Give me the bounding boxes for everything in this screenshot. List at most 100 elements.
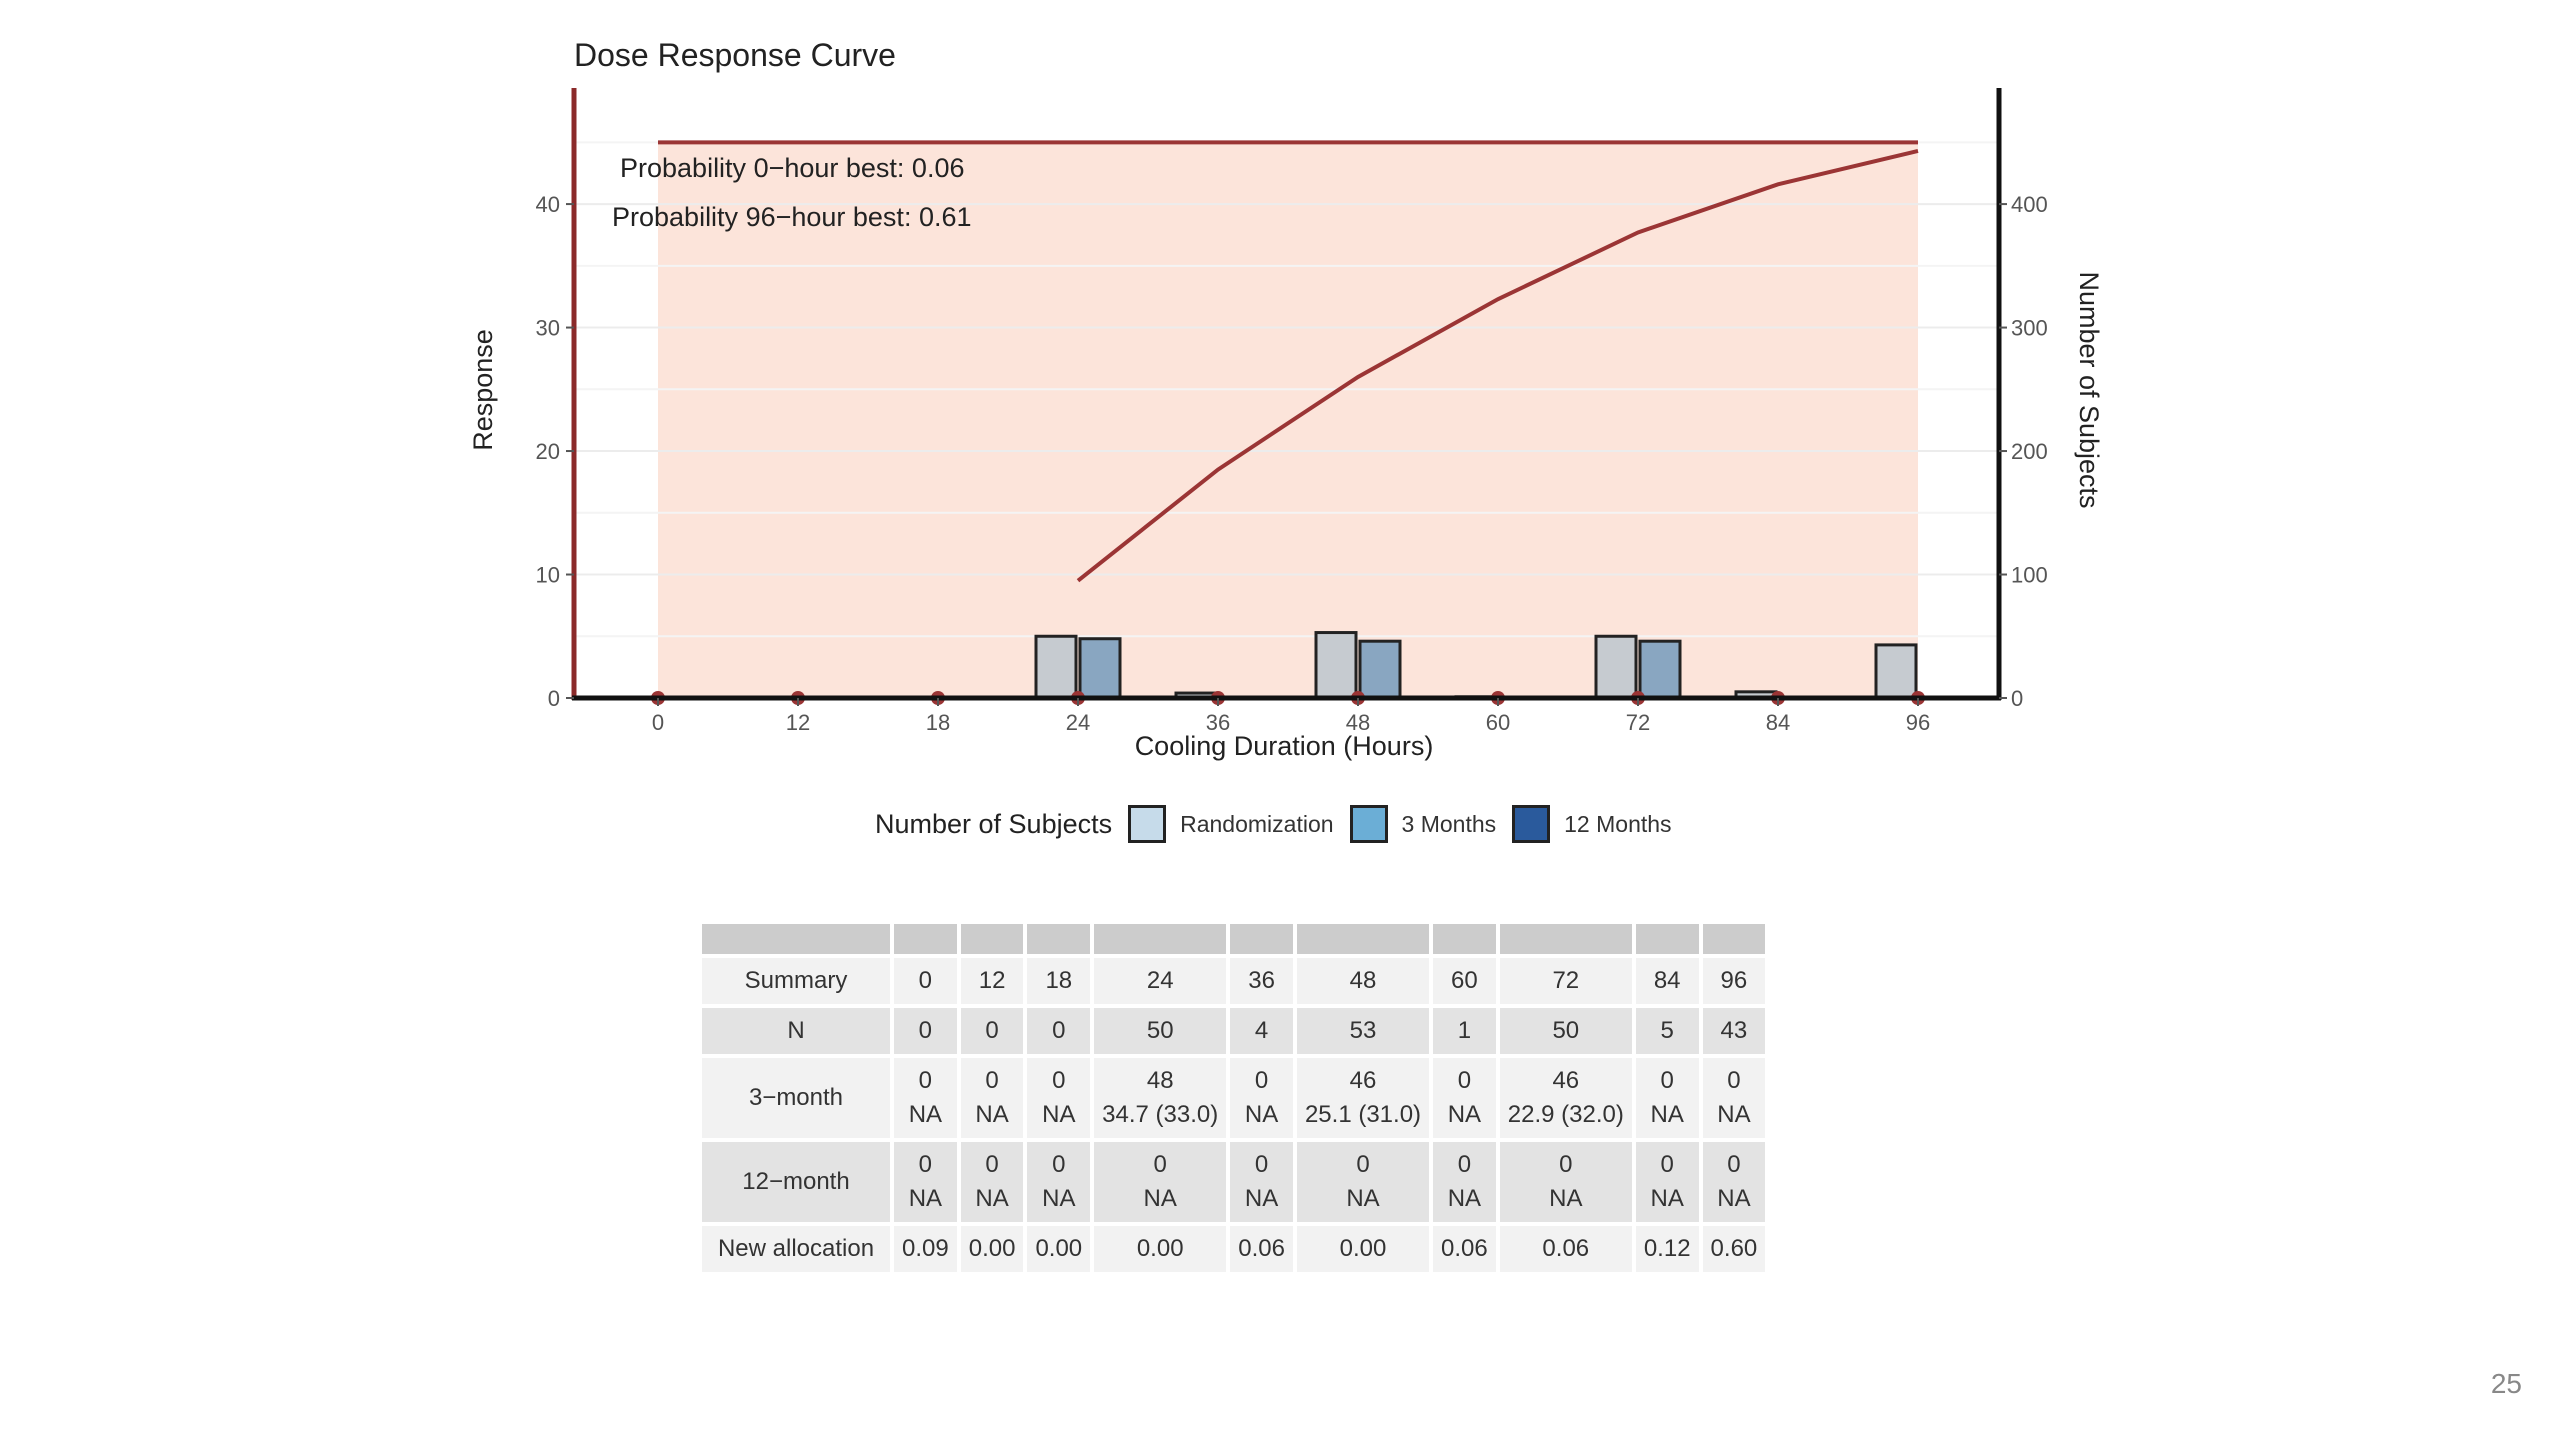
table-cell: 50 bbox=[1499, 1008, 1632, 1054]
summary-table: Summary 0 12 18 24 36 48 60 72 84 96 N 0 0 0 50 4 53 1 50 5 4… bbox=[698, 920, 1769, 1276]
table-row: New allocation 0.09 0.00 0.00 0.00 0.06 0.00 0.… bbox=[702, 1226, 1766, 1272]
table-cell: 0 NA bbox=[1230, 1142, 1293, 1222]
table-cell: 53 bbox=[1296, 1008, 1430, 1054]
x-tick-label-48: 48 bbox=[1346, 710, 1370, 735]
bars bbox=[1034, 631, 1918, 700]
cell-line: 0.00 bbox=[968, 1235, 1016, 1262]
cell-line: NA bbox=[908, 1185, 943, 1212]
cell-line: NA bbox=[1244, 1185, 1279, 1212]
table-cell: 43 bbox=[1702, 1008, 1766, 1054]
cell-line: 0.06 bbox=[1542, 1235, 1590, 1262]
table-cell: 46 25.1 (31.0) bbox=[1296, 1058, 1430, 1138]
dose-header-cell: 24 bbox=[1094, 958, 1227, 1004]
header-cell bbox=[1027, 924, 1091, 954]
cell-line: 0.00 bbox=[1339, 1235, 1387, 1262]
bar-randomization-48 bbox=[1314, 631, 1358, 700]
dose-header-cell: 18 bbox=[1027, 958, 1091, 1004]
table-cell: 0 NA bbox=[894, 1142, 957, 1222]
table-cell: 0 NA bbox=[1296, 1142, 1430, 1222]
y-tick-label-30: 30 bbox=[536, 316, 560, 341]
cell-line: NA bbox=[1244, 1101, 1279, 1128]
cell-line: 48 bbox=[1146, 1067, 1174, 1094]
table-cell: 0 NA bbox=[894, 1058, 957, 1138]
y2-tick-label-200: 200 bbox=[2011, 439, 2048, 464]
table-cell: 0 bbox=[960, 1008, 1024, 1054]
cell-line: 0 bbox=[1153, 1151, 1167, 1178]
bar-randomization-24 bbox=[1034, 634, 1078, 700]
dose-response-chart: Dose Response Curve 0 10 20 30 40 0 100 200 300… bbox=[468, 37, 2104, 761]
legend-label-3-months: 3 Months bbox=[1401, 810, 1497, 837]
y2-axis-label: Number of Subjects bbox=[2074, 271, 2104, 508]
legend: Number of Subjects Randomization 3 Month… bbox=[875, 802, 1688, 846]
dose-header-cell: 12 bbox=[960, 958, 1024, 1004]
cell-line: NA bbox=[1717, 1185, 1751, 1212]
cell-line: 25.1 (31.0) bbox=[1304, 1101, 1422, 1128]
table-cell: 48 34.7 (33.0) bbox=[1094, 1058, 1227, 1138]
legend-label-randomization: Randomization bbox=[1180, 810, 1334, 837]
cell-line: 0 bbox=[1660, 1151, 1674, 1178]
cell-line: 50 bbox=[1146, 1017, 1174, 1044]
cell-line: 43 bbox=[1720, 1017, 1748, 1044]
cell-line: 46 bbox=[1552, 1067, 1580, 1094]
cell-line: NA bbox=[1549, 1185, 1583, 1212]
table-row: 3−month 0 NA 0 NA 0 NA 48 34.7 (33.0) 0 NA 46 25.1 (… bbox=[702, 1058, 1766, 1138]
header-cell bbox=[1702, 924, 1766, 954]
table-cell: 5 bbox=[1635, 1008, 1699, 1054]
table-cell: 0.60 bbox=[1702, 1226, 1766, 1272]
table-cell: 0 NA bbox=[960, 1058, 1024, 1138]
y2-tick-label-0: 0 bbox=[2011, 686, 2023, 711]
dose-header-cell: 36 bbox=[1230, 958, 1293, 1004]
legend-key-3-months bbox=[1349, 805, 1388, 843]
cell-line: 0 bbox=[1727, 1067, 1741, 1094]
cell-line: 50 bbox=[1552, 1017, 1580, 1044]
cell-line: 0 bbox=[1254, 1151, 1269, 1178]
response-line bbox=[1076, 149, 1919, 583]
table-row: 12−month 0 NA 0 NA 0 NA 0 NA 0 NA 0 NA 0 NA 0 NA 0 NA 0 NA bbox=[702, 1142, 1766, 1222]
cell-line: 0.60 bbox=[1710, 1235, 1758, 1262]
header-cell bbox=[1230, 924, 1293, 954]
header-cell bbox=[1094, 924, 1227, 954]
cell-line: 0.09 bbox=[902, 1235, 949, 1262]
table-row-summary: Summary 0 12 18 24 36 48 60 72 84 96 bbox=[702, 958, 1766, 1004]
legend-key-randomization bbox=[1128, 805, 1167, 843]
table-header-bar bbox=[702, 924, 1766, 954]
annotation-0-hour: Probability 0−hour best: 0.06 bbox=[620, 153, 964, 183]
cell-line: 0 bbox=[1660, 1067, 1674, 1094]
table-cell: 0 NA bbox=[1499, 1142, 1632, 1222]
table-cell: 0 NA bbox=[1027, 1142, 1091, 1222]
cell-line: NA bbox=[975, 1185, 1009, 1212]
legend-key-12-months bbox=[1512, 805, 1551, 843]
cell-line: 0 bbox=[1052, 1067, 1066, 1094]
dose-header-cell: 60 bbox=[1433, 958, 1496, 1004]
header-cell bbox=[1635, 924, 1699, 954]
dose-header-cell: 48 bbox=[1296, 958, 1430, 1004]
table-cell: 0 NA bbox=[1702, 1058, 1766, 1138]
header-cell bbox=[1296, 924, 1430, 954]
bar-randomization-72 bbox=[1594, 634, 1638, 700]
cell-line: 0 bbox=[918, 1017, 933, 1044]
y-tick-label-20: 20 bbox=[536, 439, 560, 464]
header-cell bbox=[894, 924, 957, 954]
page-number: 25 bbox=[2490, 1368, 2522, 1399]
header-cell bbox=[702, 924, 890, 954]
cell-line: 5 bbox=[1660, 1017, 1674, 1044]
cell-line: 22.9 (32.0) bbox=[1507, 1101, 1624, 1128]
header-cell bbox=[1499, 924, 1632, 954]
bar-3-months-24 bbox=[1078, 637, 1122, 700]
cell-line: NA bbox=[1650, 1101, 1684, 1128]
bar-3-months-48 bbox=[1358, 639, 1402, 700]
cell-line: 0 bbox=[1559, 1151, 1573, 1178]
cell-line: NA bbox=[1650, 1185, 1684, 1212]
cell-line: 0 bbox=[1254, 1067, 1269, 1094]
cell-line: 4 bbox=[1254, 1017, 1269, 1044]
header-cell bbox=[960, 924, 1024, 954]
probability-shaded-band bbox=[658, 142, 1918, 699]
x-tick-label-18: 18 bbox=[926, 710, 950, 735]
cell-line: 0.00 bbox=[1136, 1235, 1184, 1262]
cell-line: 46 bbox=[1349, 1067, 1377, 1094]
table-cell: 0 NA bbox=[1230, 1058, 1293, 1138]
cell-line: NA bbox=[1042, 1185, 1076, 1212]
cell-line: 0.00 bbox=[1035, 1235, 1083, 1262]
cell-line: NA bbox=[1042, 1101, 1076, 1128]
x-tick-label-84: 84 bbox=[1766, 710, 1790, 735]
